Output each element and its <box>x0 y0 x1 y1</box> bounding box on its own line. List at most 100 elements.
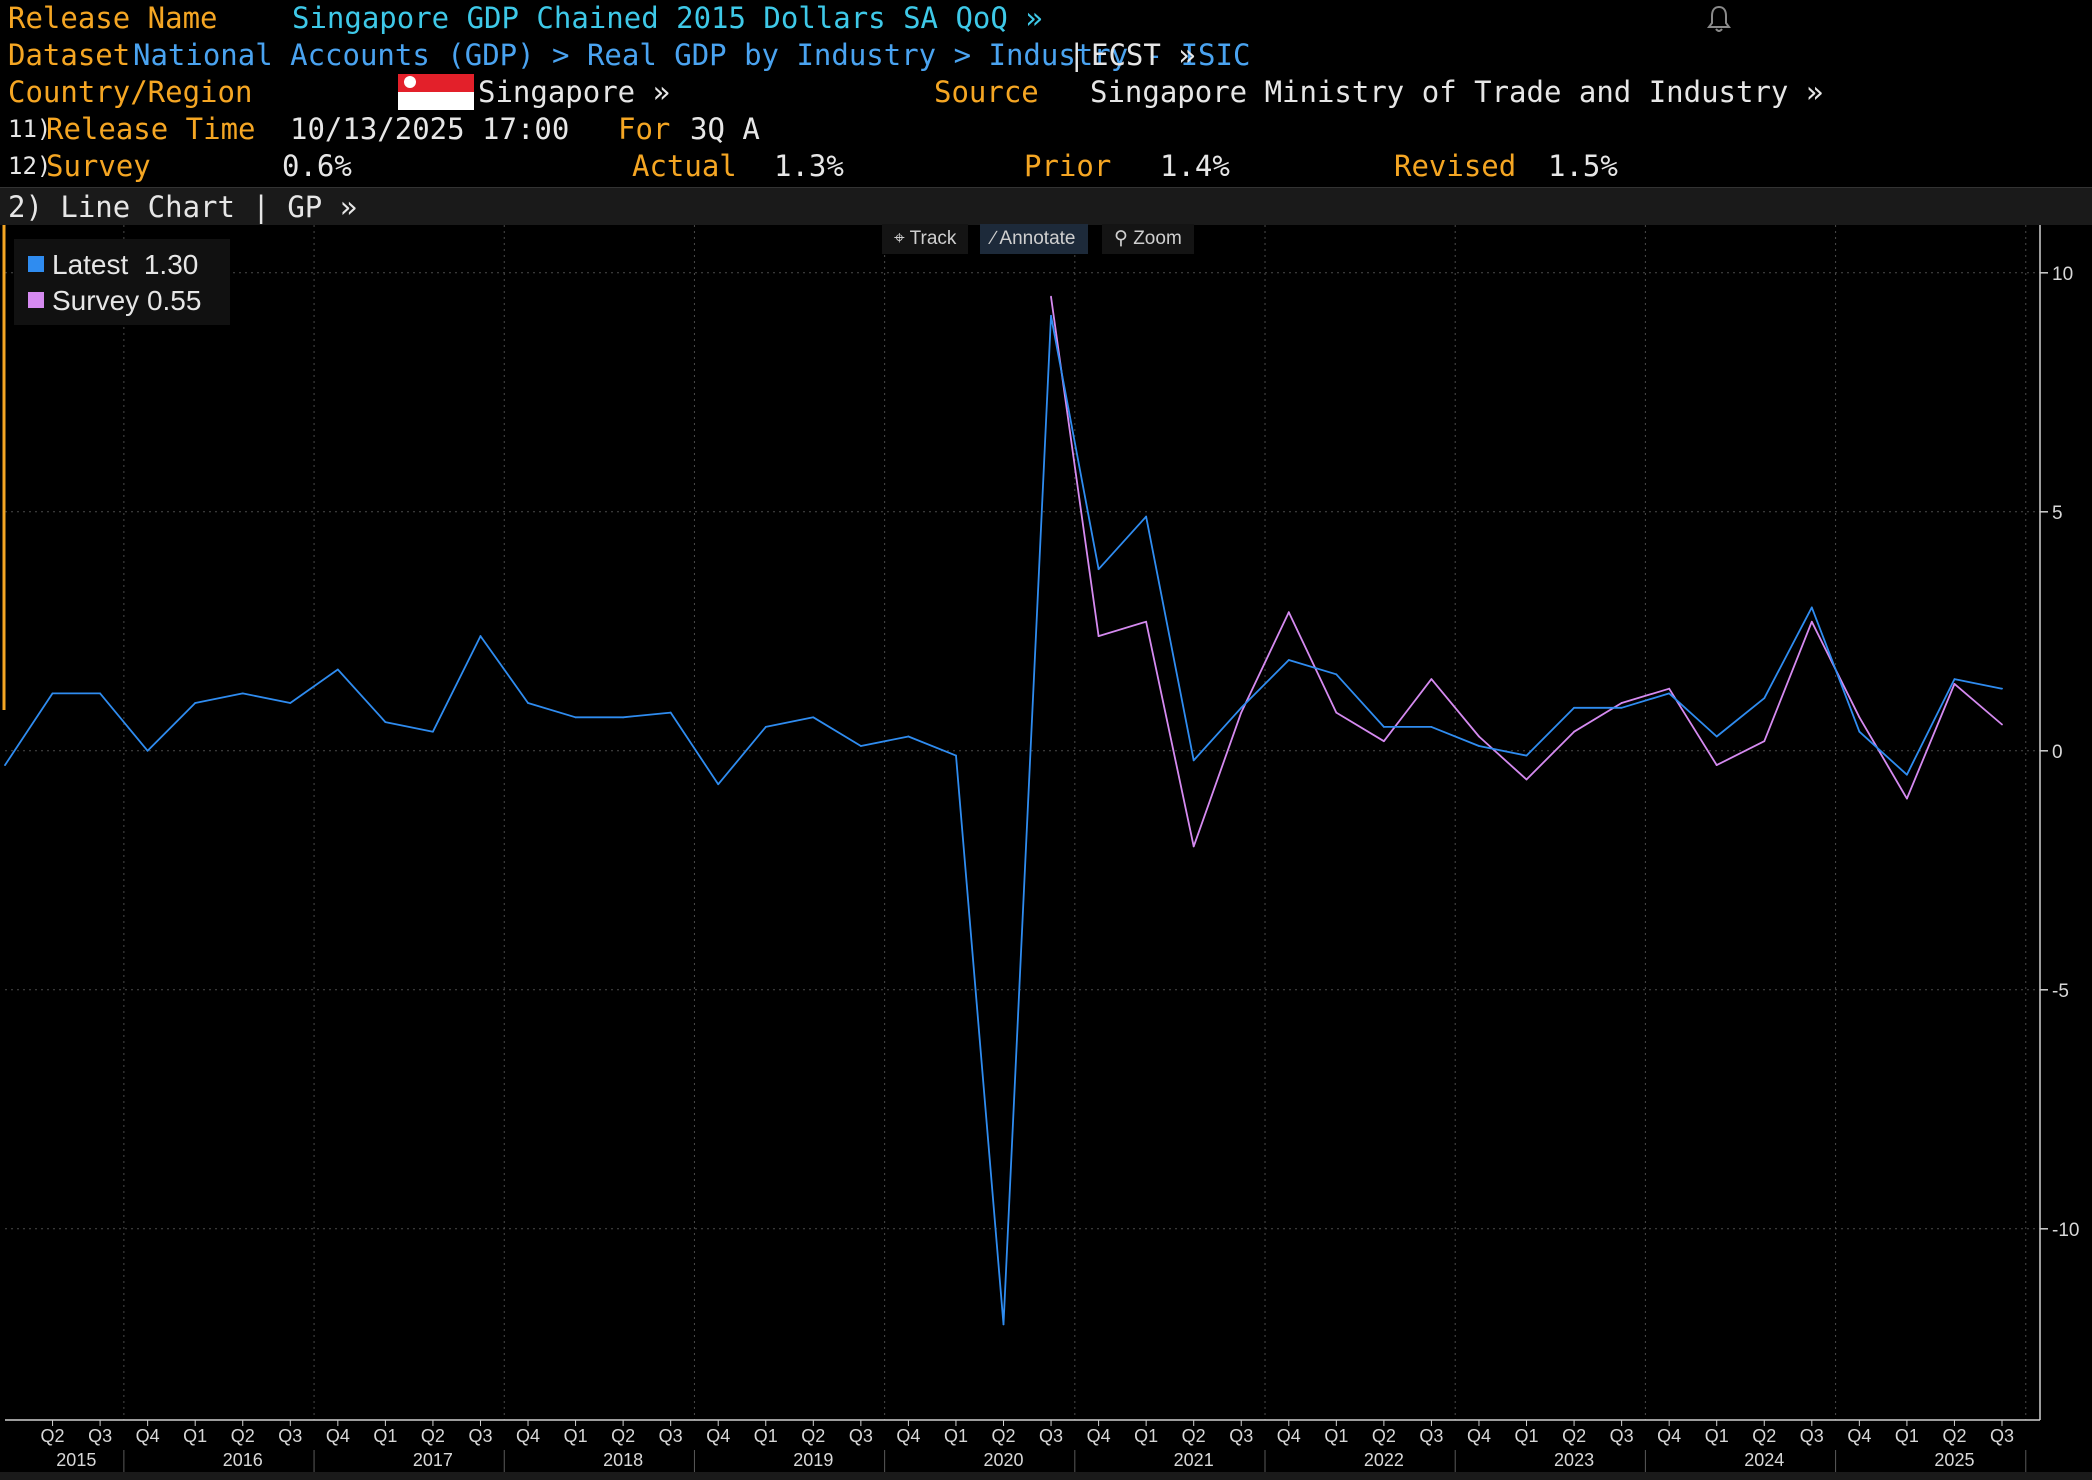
pencil-icon: ∕ <box>992 228 996 249</box>
x-tick-label: Q1 <box>944 1426 968 1446</box>
x-year-label: 2023 <box>1554 1450 1594 1470</box>
data-point-latest <box>4 764 6 767</box>
country-link[interactable]: Singapore » <box>478 75 671 109</box>
line-chart-tab[interactable]: 2) Line Chart | GP » <box>8 190 358 224</box>
source-link[interactable]: Singapore Ministry of Trade and Industry… <box>1090 75 1824 109</box>
data-point-latest <box>51 692 54 695</box>
for-value: 3Q A <box>690 112 760 146</box>
release-name-link[interactable]: Singapore GDP Chained 2015 Dollars SA Qo… <box>292 1 1043 35</box>
data-point-survey <box>1668 687 1671 690</box>
actual-label: Actual <box>632 149 737 183</box>
data-point-latest <box>1382 726 1385 728</box>
x-tick-label: Q2 <box>231 1426 255 1446</box>
series-line-survey <box>1050 296 2003 848</box>
bell-icon[interactable] <box>1706 4 1732 34</box>
x-tick-label: Q3 <box>1419 1426 1443 1446</box>
data-point-latest <box>1240 706 1243 709</box>
data-point-latest <box>1953 678 1956 680</box>
y-tick-label: -5 <box>2052 981 2069 1002</box>
data-point-latest <box>1858 730 1861 733</box>
data-point-latest <box>1478 745 1480 747</box>
data-point-latest <box>574 716 577 719</box>
data-point-latest <box>1525 754 1528 757</box>
x-tick-label: Q3 <box>1229 1426 1253 1446</box>
data-point-latest <box>859 745 862 747</box>
x-tick-label: Q2 <box>421 1426 445 1446</box>
release-time-value: 10/13/2025 17:00 <box>290 112 570 146</box>
data-point-survey <box>1620 702 1623 704</box>
dataset-tag-link[interactable]: ECST » <box>1091 38 1196 72</box>
survey-label: Survey <box>46 149 151 183</box>
x-tick-label: Q2 <box>41 1426 65 1446</box>
track-button[interactable]: ⌖ Track <box>882 224 969 254</box>
data-point-survey <box>1097 635 1100 637</box>
data-point-latest <box>194 702 197 704</box>
data-point-survey <box>1525 778 1528 781</box>
x-tick-label: Q3 <box>278 1426 302 1446</box>
data-point-survey <box>1430 678 1433 680</box>
x-tick-label: Q2 <box>801 1426 825 1446</box>
data-point-survey <box>1810 620 1813 623</box>
line-chart[interactable]: 10 5 0 -5 -10 Q2 Q3 Q4 Q1 Q2 Q3 Q4 Q1 Q2 Q3 Q4 Q1 Q2 Q3 Q4 Q… <box>0 225 2092 1480</box>
x-year-label: 2017 <box>413 1450 453 1470</box>
data-point-survey <box>1240 711 1243 714</box>
zoom-label: Zoom <box>1133 228 1182 249</box>
data-point-survey <box>1382 740 1385 743</box>
x-tick-label: Q1 <box>183 1426 207 1446</box>
track-label: Track <box>909 228 957 249</box>
x-year-label: 2024 <box>1744 1450 1784 1470</box>
data-point-latest <box>1192 759 1195 762</box>
survey-number[interactable]: 12) <box>8 152 52 180</box>
singapore-flag-icon <box>398 74 474 110</box>
x-tick-label: Q1 <box>1705 1426 1729 1446</box>
y-tick-label: 10 <box>2052 264 2073 285</box>
x-tick-label: Q4 <box>1467 1426 1491 1446</box>
data-point-survey <box>1192 845 1195 848</box>
zoom-button[interactable]: ⚲ Zoom <box>1102 224 1194 254</box>
data-point-latest <box>241 692 244 695</box>
data-point-latest <box>1145 515 1148 518</box>
x-tick-label: Q3 <box>1990 1426 2014 1446</box>
x-tick-label: Q2 <box>991 1426 1015 1446</box>
line-chart-area[interactable]: 10 5 0 -5 -10 Q2 Q3 Q4 Q1 Q2 Q3 Q4 Q1 Q2 Q3 Q4 Q1 Q2 Q3 Q4 Q… <box>0 225 2092 1480</box>
x-tick-label: Q3 <box>1039 1426 1063 1446</box>
dataset-label: Dataset <box>8 38 131 72</box>
dataset-separator: | <box>1068 38 1086 72</box>
data-point-latest <box>146 749 149 752</box>
data-point-latest <box>336 668 339 671</box>
revised-label: Revised <box>1394 149 1517 183</box>
revised-value: 1.5% <box>1548 149 1618 183</box>
data-point-latest <box>2001 687 2003 690</box>
data-point-survey <box>1335 711 1338 714</box>
x-tick-label: Q3 <box>849 1426 873 1446</box>
release-time-number[interactable]: 11) <box>8 115 52 143</box>
dataset-path-link[interactable]: National Accounts (GDP) > Real GDP by In… <box>133 38 1251 72</box>
data-point-latest <box>669 711 672 714</box>
x-tick-label: Q1 <box>754 1426 778 1446</box>
x-tick-label: Q4 <box>1847 1426 1871 1446</box>
data-point-survey <box>1763 740 1766 743</box>
data-point-latest <box>1620 706 1623 709</box>
legend-swatch-survey <box>28 291 44 308</box>
data-point-survey <box>2001 723 2003 726</box>
data-point-latest <box>907 735 910 738</box>
crosshair-icon: ⌖ <box>894 228 905 249</box>
data-point-latest <box>812 716 815 719</box>
release-time-label: Release Time <box>46 112 256 146</box>
data-point-latest <box>1810 606 1813 609</box>
annotate-button[interactable]: ∕ Annotate <box>980 224 1088 254</box>
data-point-survey <box>1715 764 1718 767</box>
data-point-latest <box>1335 673 1338 676</box>
x-tick-label: Q4 <box>1277 1426 1301 1446</box>
data-point-survey <box>1858 716 1861 719</box>
x-year-label: 2025 <box>1934 1450 1974 1470</box>
x-year-label: 2020 <box>983 1450 1023 1470</box>
data-point-latest <box>1715 735 1718 738</box>
data-point-latest <box>1668 692 1671 695</box>
data-point-latest <box>289 702 292 704</box>
data-point-latest <box>955 754 957 757</box>
legend-swatch-latest <box>28 255 44 272</box>
magnifier-icon: ⚲ <box>1114 228 1128 249</box>
survey-value: 0.6% <box>282 149 352 183</box>
x-tick-label: Q3 <box>88 1426 112 1446</box>
